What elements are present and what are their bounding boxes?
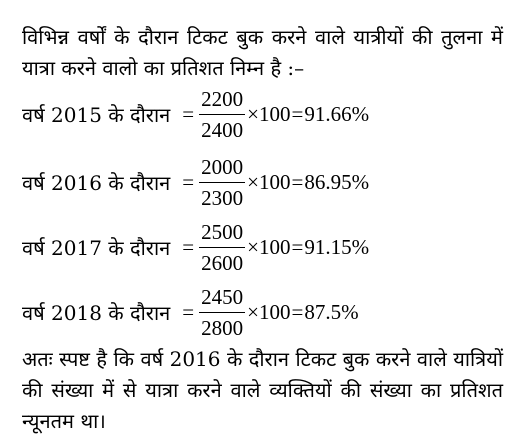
equals-sign: = — [291, 101, 304, 126]
equation-label: वर्ष 2016 के दौरान — [22, 170, 171, 195]
multiplier: 100 — [258, 299, 291, 324]
equation-row-2016: वर्ष 2016 के दौरान = 2000 2300 × 100 = 8… — [22, 153, 369, 211]
equals-sign: = — [291, 169, 304, 194]
times-sign: × — [247, 101, 259, 126]
equation-row-2018: वर्ष 2018 के दौरान = 2450 2800 × 100 = 8… — [22, 283, 359, 341]
fraction: 2500 2600 — [199, 220, 246, 275]
denominator: 2800 — [201, 315, 244, 340]
equals-sign: = — [291, 234, 304, 259]
result-value: 87.5% — [304, 299, 359, 324]
equation-label: वर्ष 2015 के दौरान — [22, 102, 171, 127]
equals-sign: = — [182, 299, 195, 324]
intro-paragraph: विभिन्न वर्षों के दौरान टिकट बुक करने वा… — [22, 25, 503, 80]
equals-sign: = — [291, 299, 304, 324]
multiplier: 100 — [258, 101, 291, 126]
denominator: 2600 — [201, 250, 244, 275]
denominator: 2300 — [201, 185, 244, 210]
conclusion-paragraph: अतः स्पष्ट है कि वर्ष 2016 के दौरान टिकट… — [22, 347, 503, 433]
multiplier: 100 — [258, 234, 291, 259]
numerator: 2450 — [199, 285, 246, 313]
equals-sign: = — [182, 101, 195, 126]
times-sign: × — [247, 299, 259, 324]
equation-row-2017: वर्ष 2017 के दौरान = 2500 2600 × 100 = 9… — [22, 218, 369, 276]
result-value: 91.15% — [304, 234, 370, 259]
multiplier: 100 — [258, 169, 291, 194]
result-value: 86.95% — [304, 169, 370, 194]
numerator: 2200 — [199, 87, 246, 115]
fraction: 2450 2800 — [199, 285, 246, 340]
equals-sign: = — [182, 234, 195, 259]
fraction: 2200 2400 — [199, 87, 246, 142]
equation-label: वर्ष 2018 के दौरान — [22, 300, 171, 325]
times-sign: × — [247, 234, 259, 259]
result-value: 91.66% — [304, 101, 370, 126]
equation-label: वर्ष 2017 के दौरान — [22, 235, 171, 260]
numerator: 2000 — [199, 155, 246, 183]
times-sign: × — [247, 169, 259, 194]
equals-sign: = — [182, 169, 195, 194]
numerator: 2500 — [199, 220, 246, 248]
fraction: 2000 2300 — [199, 155, 246, 210]
denominator: 2400 — [201, 117, 244, 142]
equation-row-2015: वर्ष 2015 के दौरान = 2200 2400 × 100 = 9… — [22, 85, 369, 143]
